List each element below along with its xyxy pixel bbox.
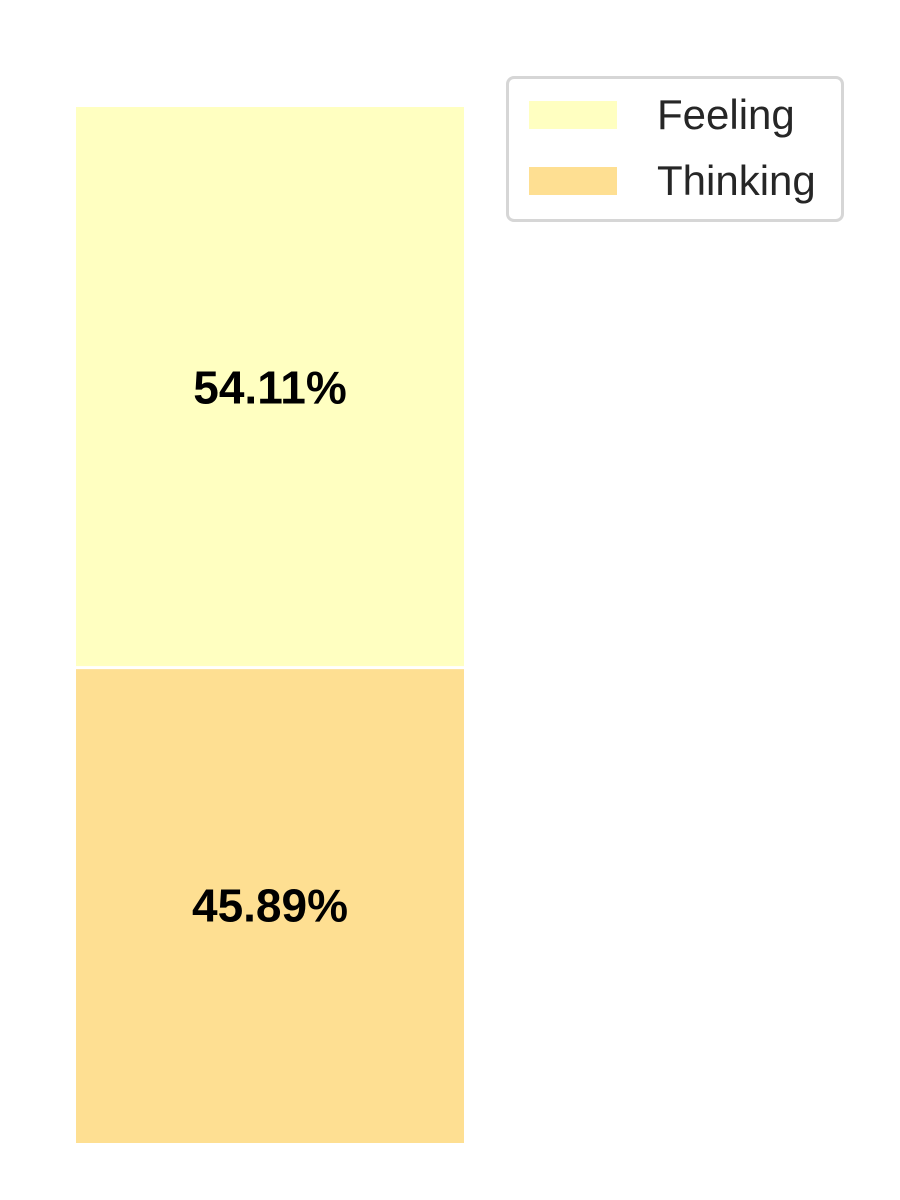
data-label-feeling: 54.11% (193, 361, 346, 413)
data-label-thinking: 45.89% (192, 879, 348, 931)
legend-swatch-thinking (529, 167, 617, 195)
legend-swatch-feeling (529, 101, 617, 129)
bar-segment-feeling (76, 107, 464, 668)
legend-item-thinking: Thinking (527, 159, 837, 203)
legend-label-thinking: Thinking (657, 157, 816, 204)
bar-segment-thinking (76, 667, 464, 1143)
legend-item-feeling: Feeling (527, 93, 837, 137)
legend: Feeling Thinking (506, 76, 844, 222)
legend-label-feeling: Feeling (657, 91, 795, 138)
